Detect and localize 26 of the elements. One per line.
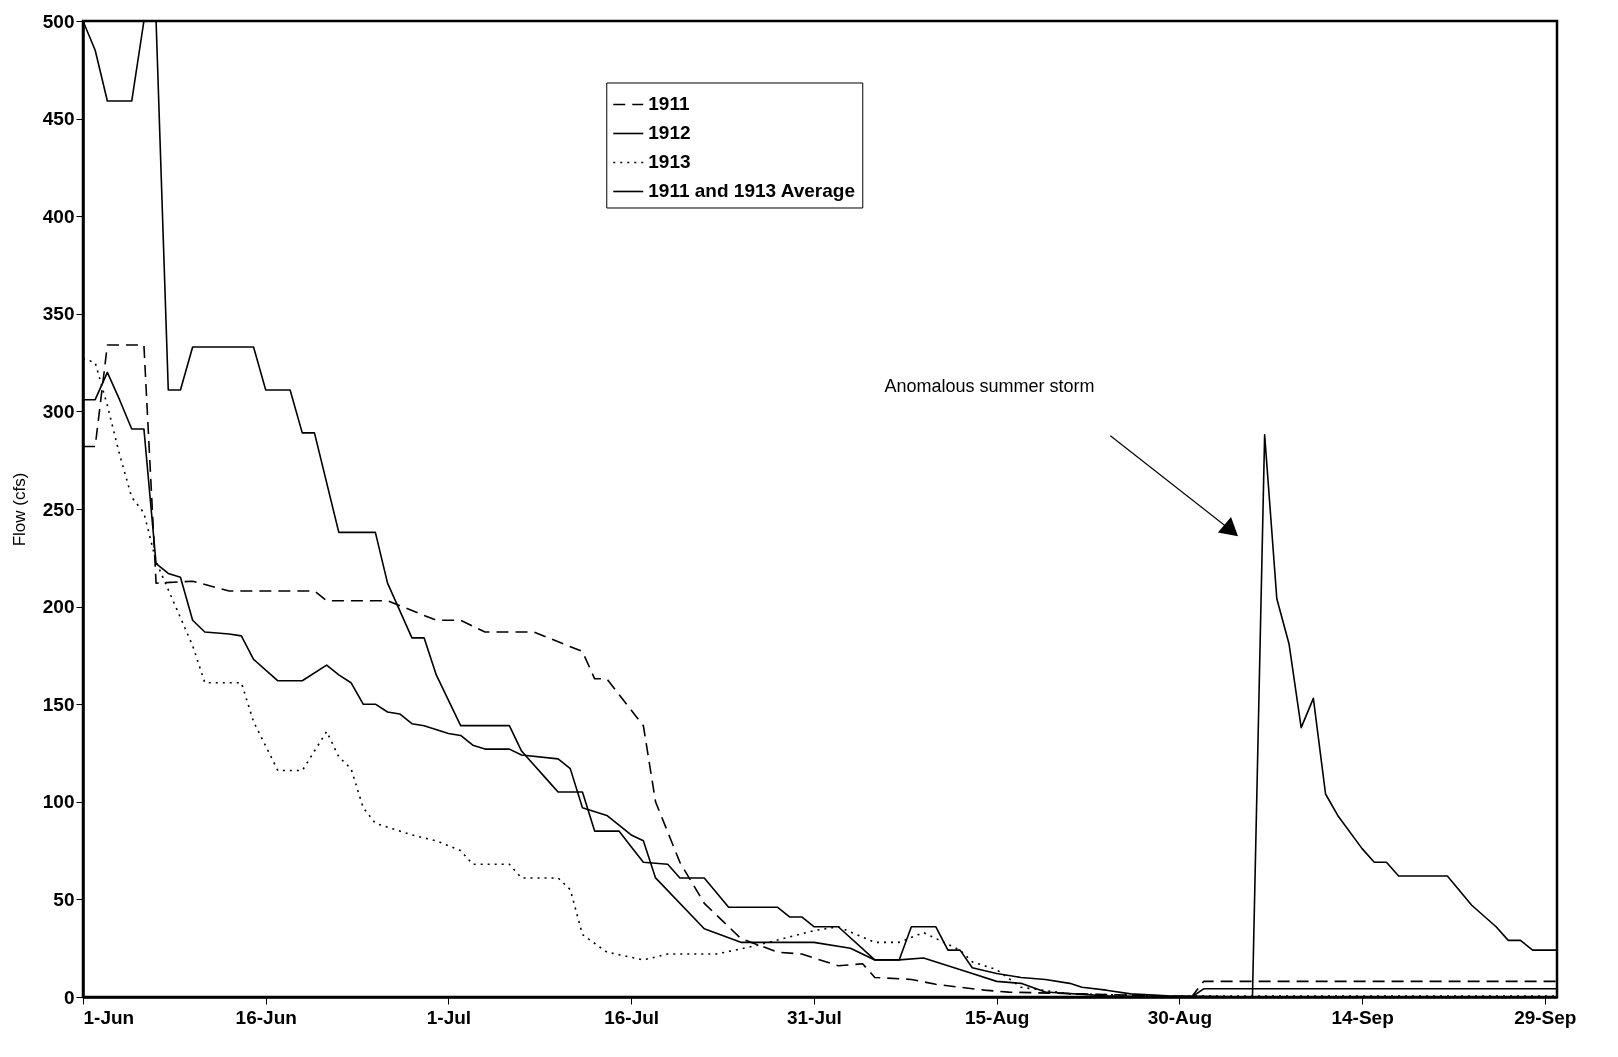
- y-tick-label: 350: [42, 303, 75, 325]
- legend-label: 1913: [648, 151, 691, 173]
- y-tick-label: 450: [42, 108, 75, 130]
- y-tick-label: 200: [42, 596, 75, 618]
- x-tick-label: 29-Sep: [1514, 1006, 1577, 1028]
- x-tick-label: 14-Sep: [1331, 1006, 1394, 1028]
- x-tick-label: 31-Jul: [786, 1006, 842, 1028]
- y-tick-label: 400: [42, 205, 75, 227]
- y-axis-title: Flow (cfs): [9, 472, 29, 547]
- y-tick-label: 100: [42, 791, 75, 813]
- x-tick-label: 1-Jun: [83, 1006, 135, 1028]
- y-tick-label: 150: [42, 693, 75, 715]
- y-tick-label: 250: [42, 498, 75, 520]
- y-tick-label: 300: [42, 400, 75, 422]
- legend-label: 1911: [648, 93, 690, 115]
- x-tick-label: 15-Aug: [964, 1006, 1030, 1028]
- x-tick-label: 16-Jun: [235, 1006, 297, 1028]
- y-tick-label: 50: [53, 888, 75, 910]
- y-tick-label: 0: [63, 986, 75, 1008]
- x-tick-label: 16-Jul: [604, 1006, 660, 1028]
- legend-label: 1911 and 1913 Average: [648, 180, 855, 202]
- y-tick-label: 500: [42, 10, 75, 32]
- x-tick-label: 30-Aug: [1147, 1006, 1213, 1028]
- annotation: Anomalous summer storm: [884, 376, 1095, 396]
- x-tick-label: 1-Jul: [426, 1006, 472, 1028]
- legend-label: 1912: [648, 122, 691, 144]
